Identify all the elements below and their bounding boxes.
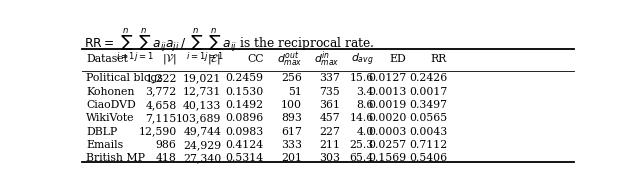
Text: $d_{avg}$: $d_{avg}$: [351, 51, 374, 68]
Text: 303: 303: [319, 153, 340, 163]
Text: 418: 418: [156, 153, 177, 163]
Text: 337: 337: [319, 73, 340, 83]
Text: 3,772: 3,772: [145, 87, 177, 97]
Text: CiaoDVD: CiaoDVD: [86, 100, 136, 110]
Text: 25.3: 25.3: [349, 140, 374, 150]
Text: 0.0017: 0.0017: [409, 87, 447, 97]
Text: 14.6: 14.6: [349, 113, 374, 123]
Text: 49,744: 49,744: [184, 127, 221, 136]
Text: 40,133: 40,133: [183, 100, 221, 110]
Text: 0.0003: 0.0003: [368, 127, 406, 136]
Text: Dataset: Dataset: [86, 55, 128, 64]
Text: 256: 256: [282, 73, 302, 83]
Text: Kohonen: Kohonen: [86, 87, 134, 97]
Text: 51: 51: [289, 87, 302, 97]
Text: 65.4: 65.4: [349, 153, 374, 163]
Text: 0.0896: 0.0896: [225, 113, 264, 123]
Text: 4,658: 4,658: [145, 100, 177, 110]
Text: 0.1492: 0.1492: [225, 100, 264, 110]
Text: 8.6: 8.6: [356, 100, 374, 110]
Text: RR: RR: [431, 55, 447, 64]
Text: 617: 617: [282, 127, 302, 136]
Text: 0.0019: 0.0019: [368, 100, 406, 110]
Text: 361: 361: [319, 100, 340, 110]
Text: 0.5314: 0.5314: [225, 153, 264, 163]
Text: 0.5406: 0.5406: [409, 153, 447, 163]
Text: 0.0043: 0.0043: [409, 127, 447, 136]
Text: 893: 893: [282, 113, 302, 123]
Text: 0.2459: 0.2459: [225, 73, 264, 83]
Text: 0.4124: 0.4124: [225, 140, 264, 150]
Text: British MP: British MP: [86, 153, 145, 163]
Text: 0.0257: 0.0257: [368, 140, 406, 150]
Text: WikiVote: WikiVote: [86, 113, 134, 123]
Text: 103,689: 103,689: [176, 113, 221, 123]
Text: 333: 333: [281, 140, 302, 150]
Text: Political blogs: Political blogs: [86, 73, 163, 83]
Text: 0.0020: 0.0020: [368, 113, 406, 123]
Text: 1,222: 1,222: [145, 73, 177, 83]
Text: 3.4: 3.4: [356, 87, 374, 97]
Text: 0.0013: 0.0013: [368, 87, 406, 97]
Text: Emails: Emails: [86, 140, 123, 150]
Text: 100: 100: [281, 100, 302, 110]
Text: 201: 201: [281, 153, 302, 163]
Text: 0.3497: 0.3497: [409, 100, 447, 110]
Text: $|\mathcal{E}|$: $|\mathcal{E}|$: [207, 52, 221, 67]
Text: 0.2426: 0.2426: [409, 73, 447, 83]
Text: DBLP: DBLP: [86, 127, 117, 136]
Text: 12,590: 12,590: [138, 127, 177, 136]
Text: 7,115: 7,115: [145, 113, 177, 123]
Text: 457: 457: [319, 113, 340, 123]
Text: 0.0127: 0.0127: [368, 73, 406, 83]
Text: $\mathrm{RR} = \sum_{i=1}^{n}\sum_{j=1}^{n} a_{ij}a_{ji}\,/\,\sum_{i=1}^{n}\sum_: $\mathrm{RR} = \sum_{i=1}^{n}\sum_{j=1}^…: [84, 26, 374, 64]
Text: 735: 735: [319, 87, 340, 97]
Text: 211: 211: [319, 140, 340, 150]
Text: 986: 986: [156, 140, 177, 150]
Text: $d_{max}^{out}$: $d_{max}^{out}$: [276, 50, 302, 69]
Text: 19,021: 19,021: [183, 73, 221, 83]
Text: $|\mathcal{V}|$: $|\mathcal{V}|$: [162, 52, 177, 67]
Text: 0.0983: 0.0983: [225, 127, 264, 136]
Text: $d_{max}^{in}$: $d_{max}^{in}$: [314, 50, 340, 69]
Text: 0.0565: 0.0565: [409, 113, 447, 123]
Text: 0.1569: 0.1569: [368, 153, 406, 163]
Text: 227: 227: [319, 127, 340, 136]
Text: 24,929: 24,929: [183, 140, 221, 150]
Text: 12,731: 12,731: [183, 87, 221, 97]
Text: 0.1530: 0.1530: [225, 87, 264, 97]
Text: 4.0: 4.0: [356, 127, 374, 136]
Text: 0.7112: 0.7112: [409, 140, 447, 150]
Text: CC: CC: [247, 55, 264, 64]
Text: 27,340: 27,340: [183, 153, 221, 163]
Text: 15.6: 15.6: [349, 73, 374, 83]
Text: ED: ED: [390, 55, 406, 64]
